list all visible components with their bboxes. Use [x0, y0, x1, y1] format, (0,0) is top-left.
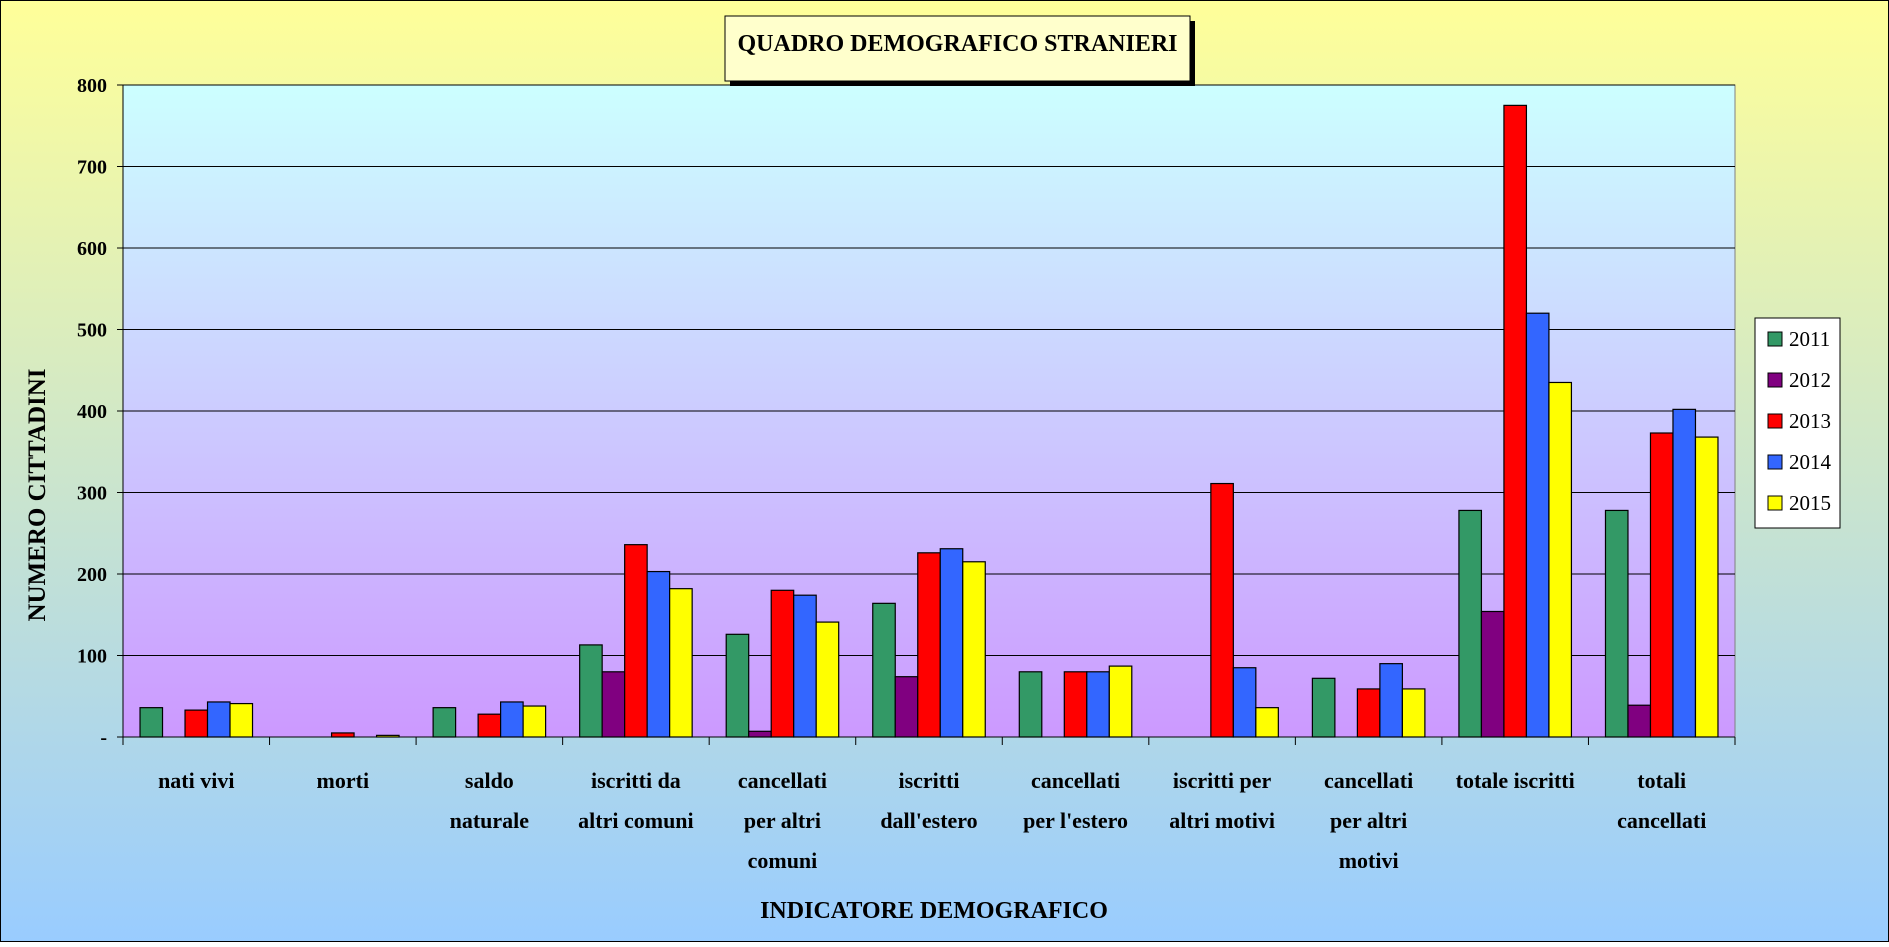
bar-2014 [1525, 312, 1550, 738]
x-category-label: per altri [744, 808, 821, 833]
bar-2011 [1604, 509, 1629, 738]
y-tick-label: 500 [77, 320, 107, 342]
bar-2013 [770, 589, 795, 738]
y-tick-label: 400 [77, 401, 107, 423]
bar-2014 [1379, 663, 1403, 738]
y-tick-label: 100 [77, 646, 107, 668]
bar-2013 [1063, 671, 1088, 738]
bar-2012 [748, 730, 772, 738]
bar-2012 [1627, 704, 1652, 738]
bar-2015 [1255, 707, 1279, 738]
bar-2015 [522, 705, 547, 738]
bar-2013 [184, 709, 209, 738]
legend-label-2015: 2015 [1789, 491, 1831, 515]
bar-2015 [815, 621, 840, 738]
chart-title: QUADRO DEMOGRAFICO STRANIERI [737, 31, 1177, 57]
bar-2015 [229, 702, 254, 738]
y-tick-label: 800 [77, 75, 107, 97]
bar-2013 [1503, 104, 1528, 738]
bar-2014 [1672, 408, 1697, 738]
x-category-label: altri comuni [578, 808, 694, 833]
y-tick-label: - [100, 727, 107, 749]
legend-label-2013: 2013 [1789, 409, 1831, 433]
bar-2015 [669, 588, 693, 738]
y-tick-label: 300 [77, 483, 107, 505]
x-category-label: morti [317, 768, 370, 793]
bar-2012 [894, 676, 919, 738]
bar-2011 [139, 707, 164, 738]
x-category-label: cancellati [1324, 768, 1413, 793]
y-tick-label: 700 [77, 157, 107, 179]
x-category-label: totale iscritti [1456, 768, 1575, 793]
bar-2014 [206, 701, 231, 738]
bar-2011 [725, 633, 750, 738]
bar-2013 [1356, 688, 1381, 738]
bar-2011 [579, 644, 603, 738]
bar-2014 [500, 701, 524, 738]
bar-2013 [330, 732, 355, 738]
legend-label-2012: 2012 [1789, 368, 1831, 392]
x-category-label: iscritti da [591, 768, 681, 793]
bar-2015 [1694, 436, 1719, 738]
bar-2011 [872, 602, 896, 738]
y-tick-label: 600 [77, 238, 107, 260]
bar-2015 [375, 734, 400, 738]
x-category-label: altri motivi [1169, 808, 1275, 833]
x-category-label: saldo [465, 768, 514, 793]
y-tick-label: 200 [77, 564, 107, 586]
legend-swatch-2015 [1767, 495, 1783, 511]
bar-2014 [939, 548, 964, 738]
bar-2012 [1480, 610, 1505, 738]
x-category-label: naturale [450, 808, 530, 833]
bar-2015 [1108, 665, 1133, 738]
title-box [724, 15, 1191, 82]
y-axis-title: NUMERO CITTADINI [24, 368, 51, 621]
bar-2013 [624, 544, 648, 738]
bar-2014 [1086, 671, 1110, 738]
bar-2013 [1210, 482, 1234, 738]
legend-swatch-2013 [1767, 413, 1783, 429]
x-category-label: cancellati [738, 768, 827, 793]
x-category-label: cancellati [1031, 768, 1120, 793]
legend-label-2014: 2014 [1789, 450, 1832, 474]
bar-2014 [1232, 667, 1257, 738]
x-category-label: iscritti per [1173, 768, 1272, 793]
bar-2011 [1018, 671, 1043, 738]
x-category-label: nati vivi [158, 768, 234, 793]
bar-2011 [432, 707, 457, 738]
bar-2015 [1401, 688, 1426, 738]
x-category-label: iscritti [898, 768, 959, 793]
legend-swatch-2012 [1767, 372, 1783, 388]
bar-2015 [962, 561, 986, 738]
legend-swatch-2011 [1767, 331, 1783, 347]
x-category-label: totali [1637, 768, 1686, 793]
x-category-label: per altri [1330, 808, 1407, 833]
bar-2013 [477, 713, 502, 738]
x-axis-title: INDICATORE DEMOGRAFICO [760, 898, 1108, 924]
bar-2013 [917, 552, 941, 738]
legend-swatch-2014 [1767, 454, 1783, 470]
bar-2015 [1548, 381, 1573, 738]
bar-2012 [601, 671, 626, 738]
x-category-label: motivi [1339, 848, 1399, 873]
bar-2013 [1649, 432, 1674, 738]
x-category-label: comuni [748, 848, 818, 873]
legend-label-2011: 2011 [1789, 327, 1830, 351]
bar-2011 [1458, 509, 1483, 738]
bar-2011 [1311, 677, 1336, 738]
x-category-label: dall'estero [880, 808, 977, 833]
bar-2014 [793, 594, 817, 738]
x-category-label: per l'estero [1023, 808, 1128, 833]
bar-2014 [646, 570, 671, 738]
x-category-label: cancellati [1617, 808, 1706, 833]
